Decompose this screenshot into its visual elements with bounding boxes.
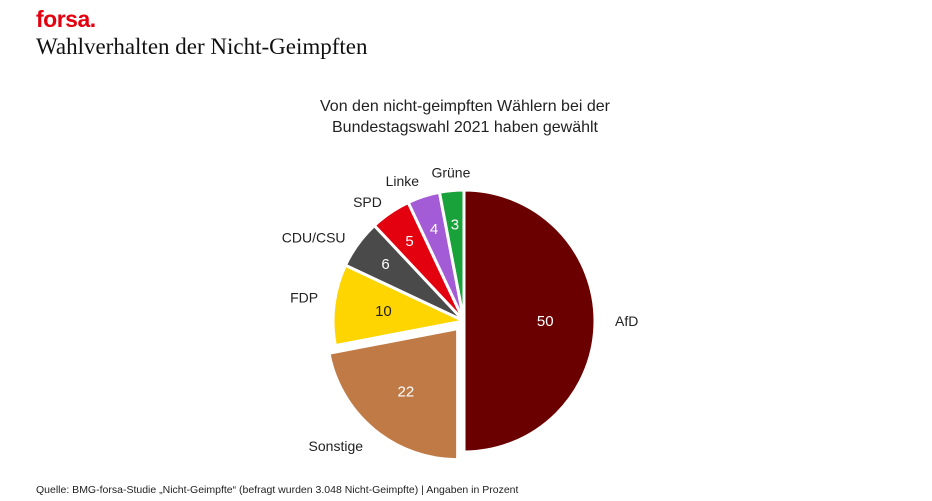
source-note: Quelle: BMG-forsa-Studie „Nicht-Geimpfte…: [36, 484, 519, 496]
chart-title-line-2: Bundestagswahl 2021 haben gewählt: [332, 119, 598, 136]
forsa-logo: forsa.: [36, 6, 96, 32]
pie-value-label-gruene: 3: [451, 216, 459, 233]
pie-category-label-fdp: FDP: [290, 290, 318, 306]
pie-category-label-gruene: Grüne: [431, 165, 470, 181]
pie-category-label-sonstige: Sonstige: [309, 438, 364, 454]
pie-value-label-fdp: 10: [375, 303, 392, 320]
pie-slice-gruene: [437, 188, 466, 323]
pie-slice-fdp: [331, 263, 466, 348]
pie-slice-afd: [462, 188, 597, 454]
chart-title: Von den nicht-geimpften Wählern bei der …: [250, 96, 680, 138]
pie-value-label-linke: 4: [430, 221, 438, 238]
page-title: Wahlverhalten der Nicht-Geimpften: [36, 34, 368, 59]
pie-category-label-afd: AfD: [615, 313, 638, 329]
pie-value-label-spd: 5: [405, 233, 413, 250]
pie-category-label-spd: SPD: [353, 194, 382, 210]
pie-value-label-cdu-csu: 6: [381, 256, 389, 273]
chart-title-line-1: Von den nicht-geimpften Wählern bei der: [320, 98, 610, 115]
pie-value-label-afd: 50: [537, 313, 554, 330]
pie-slice-sonstige: [327, 327, 460, 462]
pie-category-label-cdu-csu: CDU/CSU: [282, 229, 346, 245]
pie-value-label-sonstige: 22: [398, 383, 415, 400]
pie-category-label-linke: Linke: [386, 173, 420, 189]
